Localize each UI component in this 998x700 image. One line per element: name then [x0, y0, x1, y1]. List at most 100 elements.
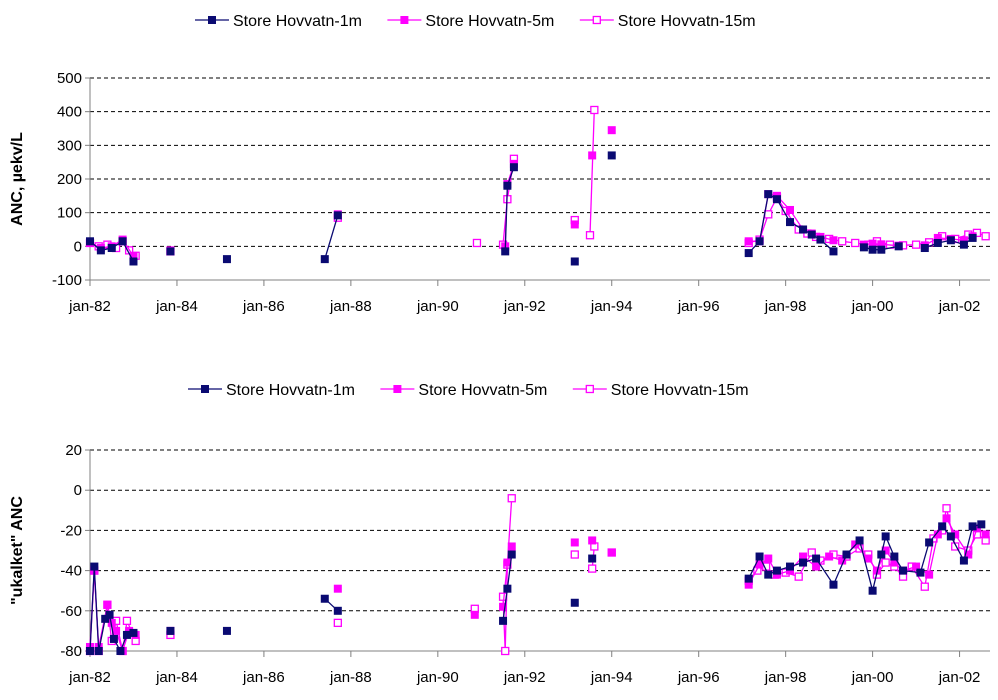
legend-marker: [208, 16, 216, 24]
y-tick-label: -80: [60, 643, 82, 660]
data-point: [807, 548, 816, 557]
data-point: [764, 570, 773, 579]
data-point: [129, 628, 138, 637]
x-tick-label: jan-90: [416, 669, 459, 686]
data-point: [946, 532, 955, 541]
data-point: [166, 626, 175, 635]
x-tick-label: jan-84: [155, 298, 198, 315]
data-point: [112, 626, 121, 635]
legend-label: Store Hovvatn-5m: [425, 13, 554, 30]
data-point: [920, 582, 929, 591]
data-point: [794, 572, 803, 581]
y-tick-label: 200: [57, 171, 82, 188]
data-point: [744, 249, 753, 258]
data-point: [507, 542, 516, 551]
data-point: [86, 647, 94, 655]
data-point: [472, 238, 482, 248]
data-point: [981, 232, 990, 241]
series-store-hovvatn-1m: [86, 520, 986, 655]
data-point: [509, 163, 518, 172]
x-tick-label: jan-82: [68, 298, 111, 315]
data-point: [764, 190, 773, 199]
series-store-hovvatn-5m: [86, 514, 990, 655]
legend-marker: [592, 15, 601, 25]
data-point: [320, 255, 329, 264]
data-point: [129, 257, 138, 266]
data-point: [570, 220, 579, 229]
data-point: [786, 562, 794, 571]
data-point: [864, 554, 873, 563]
data-point: [968, 522, 977, 531]
y-tick-label: -40: [60, 563, 82, 580]
data-point: [755, 552, 764, 561]
legend-label: Store Hovvatn-15m: [611, 382, 749, 399]
y-tick-label: 400: [57, 104, 82, 121]
data-point: [166, 247, 175, 256]
data-point: [109, 634, 118, 643]
data-point: [812, 554, 821, 563]
legend-label: Store Hovvatn-1m: [233, 13, 362, 30]
series-store-hovvatn-1m: [86, 151, 977, 266]
data-point: [320, 594, 329, 603]
data-point: [588, 536, 597, 545]
data-point: [772, 195, 781, 204]
data-point: [942, 504, 951, 513]
series-store-hovvatn-15m: [85, 105, 990, 260]
data-point: [859, 243, 868, 252]
plot-area: [85, 494, 990, 656]
data-point: [585, 231, 595, 240]
data-point: [855, 536, 864, 545]
data-point: [222, 626, 231, 635]
data-point: [122, 616, 132, 625]
legend-label: Store Hovvatn-5m: [418, 382, 547, 399]
series-line: [589, 109, 595, 236]
data-point: [607, 548, 616, 557]
data-point: [222, 255, 231, 264]
x-tick-label: jan-84: [155, 669, 198, 686]
data-point: [90, 562, 99, 571]
data-point: [911, 240, 921, 249]
data-point: [588, 564, 597, 573]
data-point: [829, 580, 838, 589]
data-point: [812, 562, 821, 571]
data-point: [118, 237, 127, 246]
x-tick-label: jan-82: [68, 669, 111, 686]
data-point: [503, 181, 512, 190]
data-point: [122, 630, 131, 639]
data-point: [116, 647, 125, 655]
data-point: [807, 230, 816, 239]
data-point: [86, 237, 94, 246]
data-point: [868, 245, 877, 254]
ukalket-anc-chart: -80 -60 -40 -20 0 20 jan-82 jan-84 jan-86 jan-88 j…: [9, 382, 990, 686]
y-tick-label: 300: [57, 137, 82, 154]
data-point: [868, 586, 877, 595]
data-point: [499, 602, 508, 611]
data-point: [333, 584, 342, 593]
data-point: [946, 236, 955, 245]
data-point: [101, 614, 110, 623]
data-point: [877, 245, 886, 254]
data-point: [925, 538, 934, 547]
data-point: [981, 530, 990, 539]
x-tick-label: jan-86: [242, 669, 285, 686]
data-point: [829, 236, 838, 245]
data-point: [607, 151, 616, 160]
data-point: [772, 566, 781, 575]
x-tick-label: jan-86: [242, 298, 285, 315]
x-tick-label: jan-90: [416, 298, 459, 315]
data-point: [838, 237, 847, 246]
y-tick-label: -60: [60, 603, 82, 620]
data-point: [764, 554, 773, 563]
data-point: [899, 566, 908, 575]
x-tick-label: jan-94: [590, 669, 633, 686]
data-point: [916, 568, 925, 577]
data-point: [912, 562, 921, 571]
data-point: [103, 600, 112, 609]
data-point: [507, 550, 516, 559]
x-tick-label: jan-02: [938, 298, 981, 315]
data-point: [744, 574, 753, 583]
data-point: [499, 616, 508, 625]
x-tick-label: jan-98: [764, 669, 807, 686]
